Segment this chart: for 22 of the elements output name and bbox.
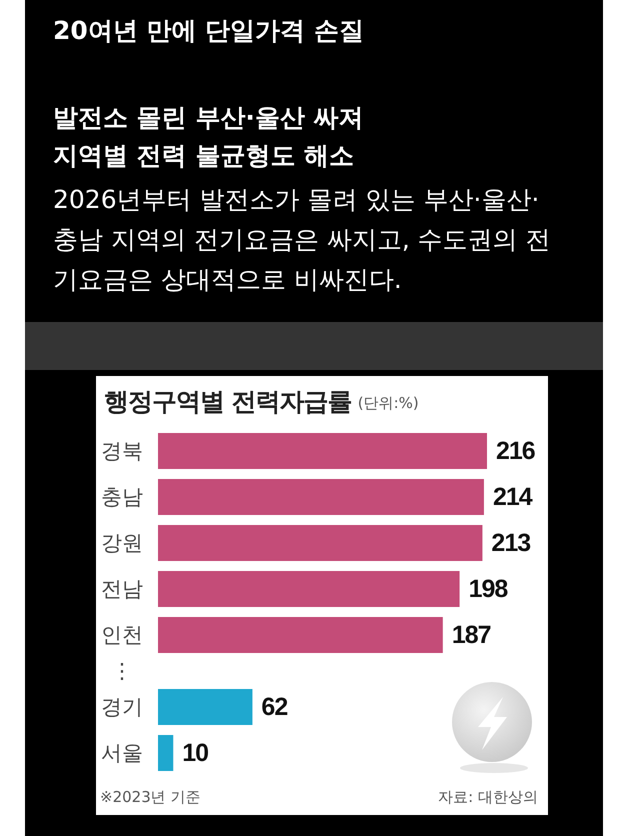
y-tick-label: 전남 [101,577,143,601]
data-label: 62 [261,693,288,721]
text: 자료: 대한상의 [438,788,538,806]
y-tick-label: 강원 [101,531,143,555]
text: 20여년 만에 단일가격 손질 [53,15,364,47]
data-label: 213 [491,529,530,557]
text: 2026년부터 발전소가 몰려 있는 부산·울산·충남 지역의 전기요금은 싸지고, 수도권의 전기요금은 상대적으로 비싸진다. [53,184,552,296]
data-label: 198 [468,575,508,603]
data-label: 214 [492,483,533,511]
chart-subtitle: (단위:%) [358,394,419,412]
data-label: 187 [452,621,491,649]
y-tick-label: 충남 [101,485,143,509]
text: 발전소 몰린 부산·울산 싸져 지역별 전력 불균형도 해소 [53,102,364,172]
y-tick-label: 서울 [101,741,143,765]
data-label: 10 [182,739,208,767]
y-tick-label: 경기 [101,695,143,719]
y-tick-label: ⋮ [112,659,132,683]
y-tick-label: 경북 [101,439,143,463]
chart-title: 행정구역별 전력자급률 [104,387,352,416]
text: ※2023년 기준 [100,788,201,806]
data-label: 216 [496,437,535,465]
y-tick-label: 인천 [101,623,143,647]
